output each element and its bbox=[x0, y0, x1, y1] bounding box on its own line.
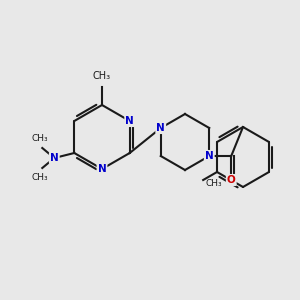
Text: CH₃: CH₃ bbox=[93, 71, 111, 81]
Text: CH₃: CH₃ bbox=[32, 173, 49, 182]
Text: O: O bbox=[227, 175, 236, 185]
Text: N: N bbox=[125, 116, 134, 126]
Text: N: N bbox=[156, 123, 165, 133]
Text: CH₃: CH₃ bbox=[32, 134, 49, 143]
Text: N: N bbox=[98, 164, 106, 174]
Text: N: N bbox=[205, 151, 214, 161]
Text: CH₃: CH₃ bbox=[205, 178, 222, 188]
Text: N: N bbox=[50, 153, 59, 163]
